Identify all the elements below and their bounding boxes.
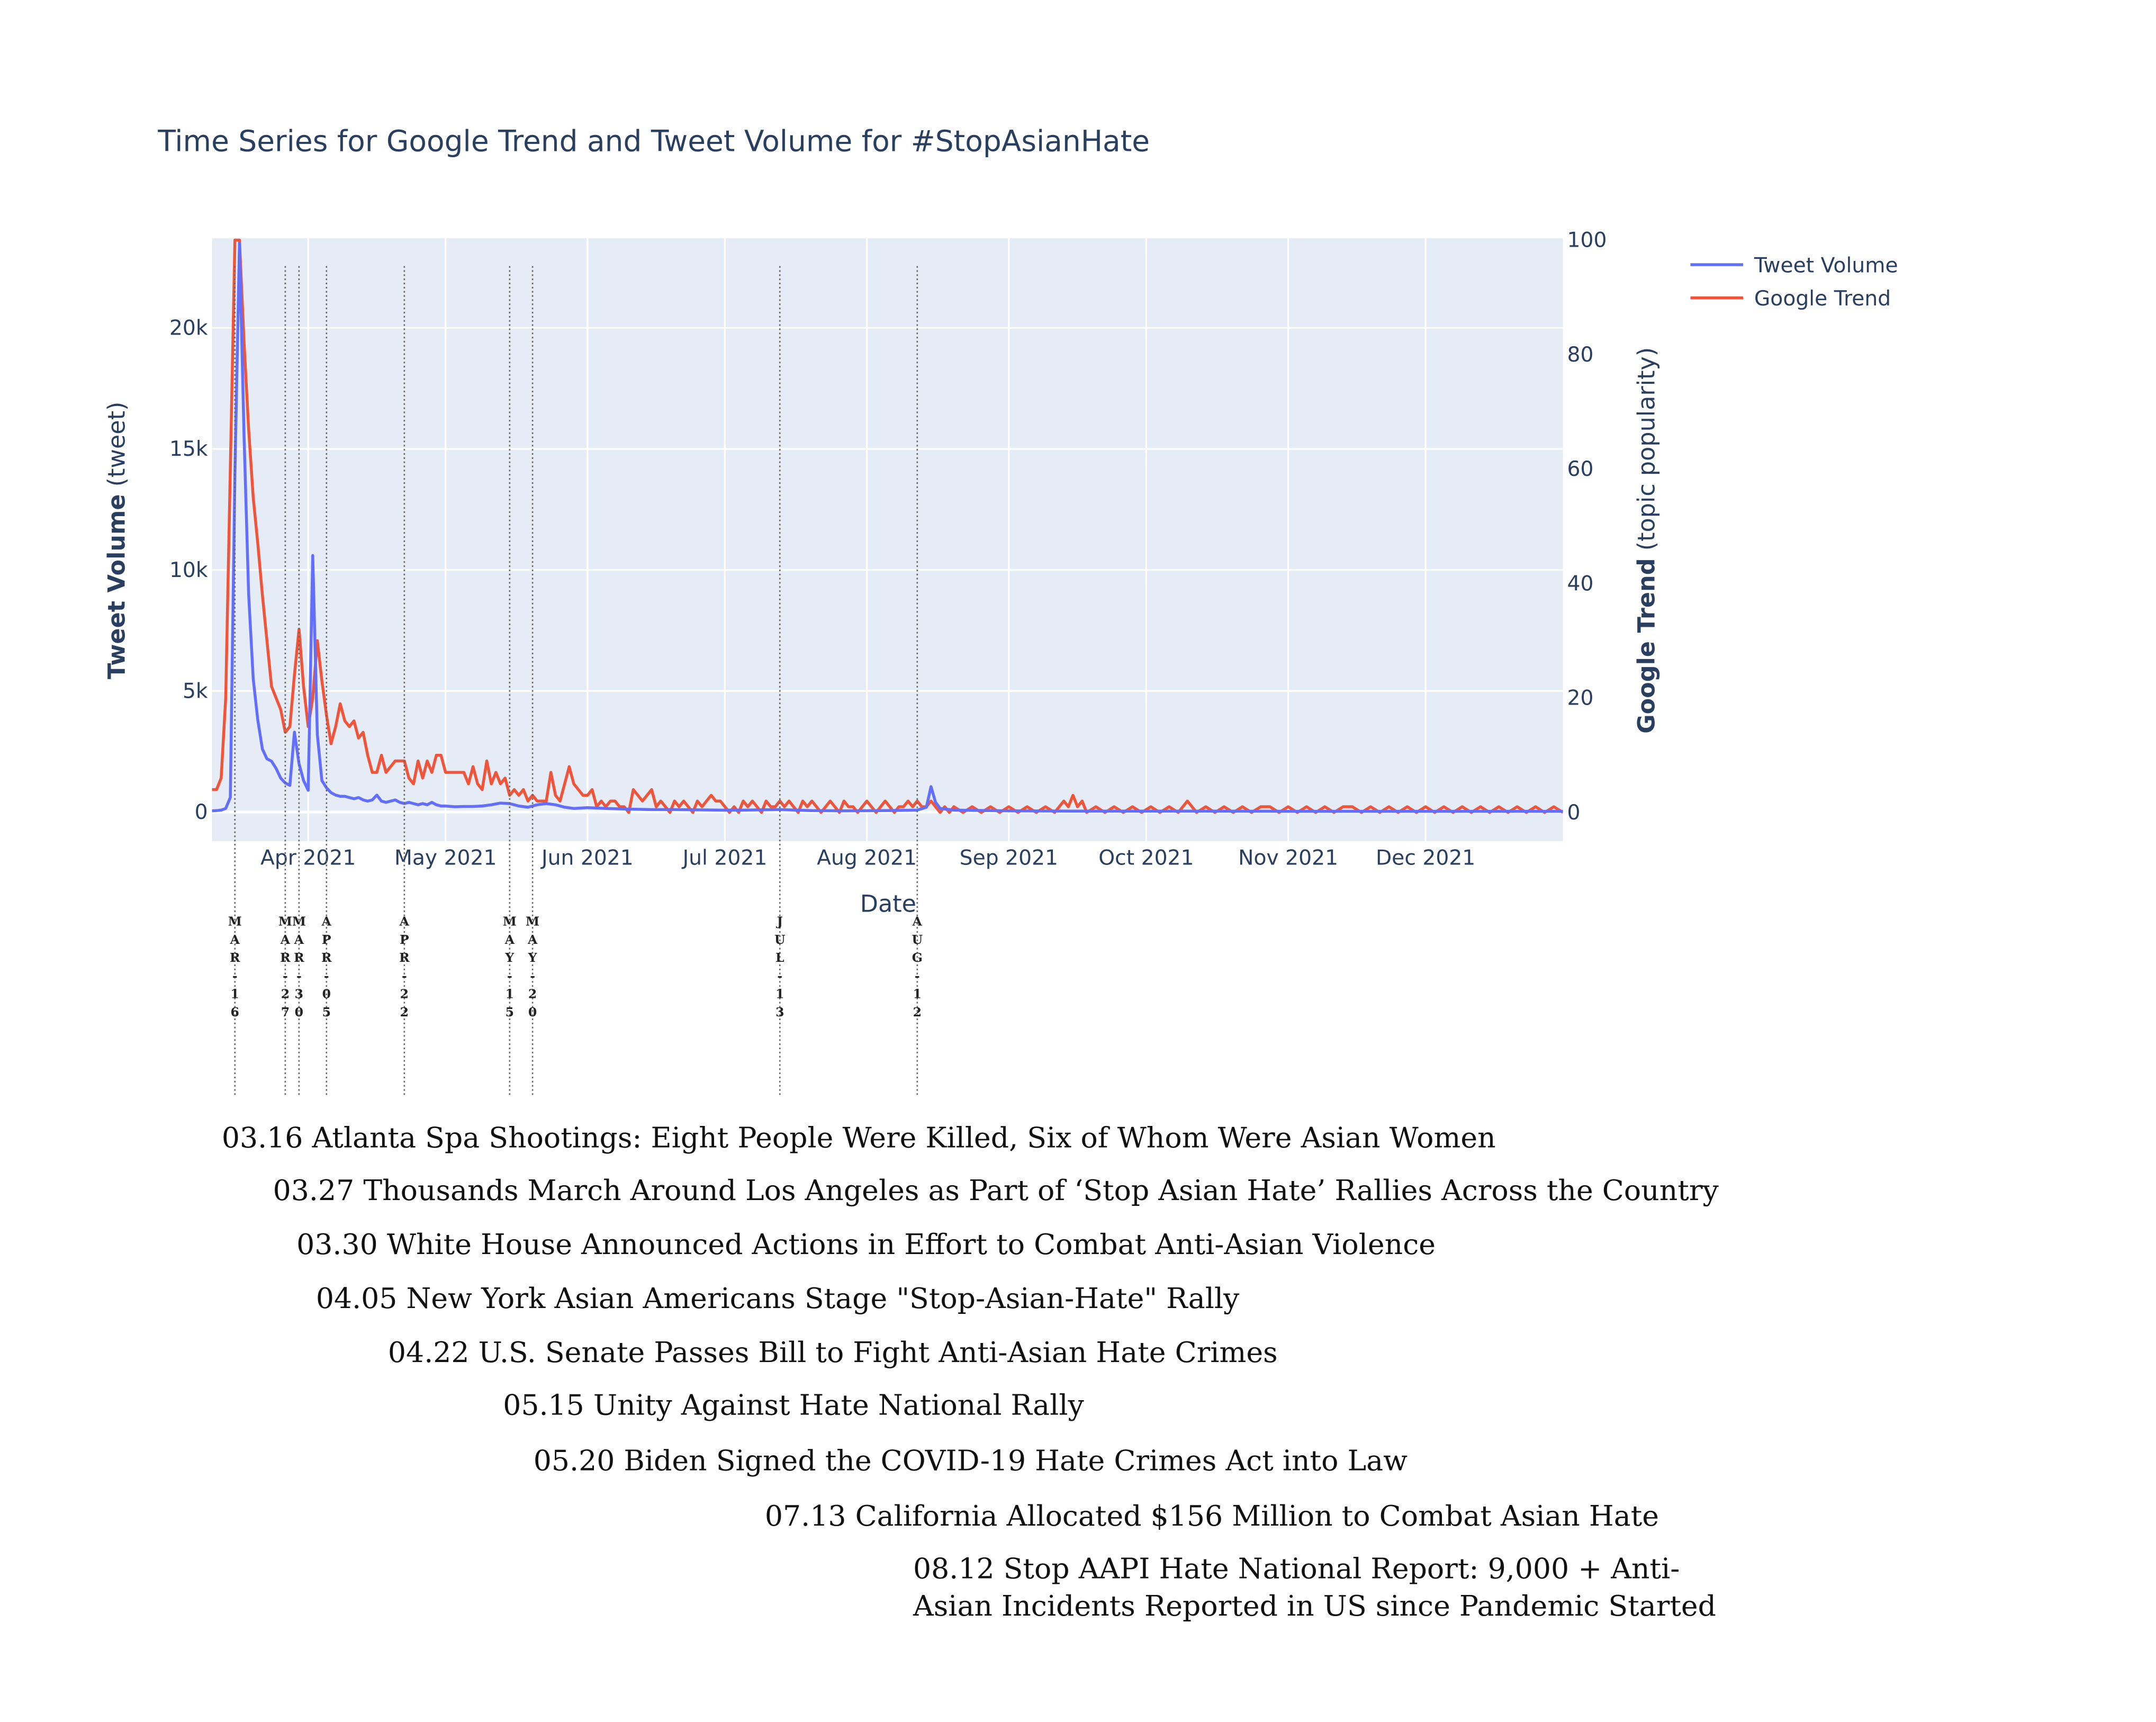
x-tick-label: Jul 2021 [681, 846, 768, 870]
y-right-axis-title-bold: Google Trend [1633, 558, 1660, 733]
y-left-axis-title: Tweet Volume (tweet) [104, 402, 131, 680]
event-marker-label: M A Y -1 5 [503, 914, 517, 1020]
event-marker-label: M A R -3 0 [292, 914, 306, 1020]
x-tick-label: Aug 2021 [817, 846, 917, 870]
event-annotation: 04.05 New York Asian Americans Stage "St… [316, 1282, 1240, 1315]
y-left-tick-label: 20k [169, 317, 208, 340]
y-right-axis-title: Google Trend (topic popularity) [1633, 347, 1660, 734]
event-marker-label: A P R -2 2 [399, 914, 410, 1020]
event-annotation: 05.15 Unity Against Hate National Rally [503, 1389, 1084, 1422]
event-marker-label: J U L -1 3 [774, 914, 786, 1020]
x-axis-title: Date [860, 890, 916, 917]
y-right-tick-label: 40 [1567, 572, 1594, 596]
y-right-axis-title-unit: (topic popularity) [1633, 347, 1660, 558]
x-tick-label: Dec 2021 [1376, 846, 1475, 870]
x-tick-label: Nov 2021 [1238, 846, 1338, 870]
event-marker-label: M A Y -2 0 [526, 914, 539, 1020]
event-marker-label: M A R -1 6 [228, 914, 242, 1020]
y-right-tick-label: 60 [1567, 457, 1594, 481]
event-annotation: 08.12 Stop AAPI Hate National Report: 9,… [913, 1552, 1716, 1622]
legend-label: Google Trend [1754, 287, 1891, 311]
event-annotation: 03.16 Atlanta Spa Shootings: Eight Peopl… [222, 1121, 1496, 1154]
y-left-axis-title-bold: Tweet Volume [104, 494, 131, 679]
event-annotation: 03.30 White House Announced Actions in E… [296, 1228, 1436, 1261]
event-marker-label: A U G -1 2 [912, 914, 923, 1020]
x-tick-label: May 2021 [394, 846, 497, 870]
x-tick-label: Apr 2021 [260, 846, 356, 870]
y-left-axis-title-unit: (tweet) [104, 402, 131, 494]
y-right-tick-label: 100 [1567, 229, 1607, 253]
chart-title: Time Series for Google Trend and Tweet V… [157, 124, 1150, 158]
y-left-axis-title-group: Tweet Volume (tweet) [104, 402, 131, 680]
series-line-google-trend [212, 238, 1563, 814]
y-right-tick-label: 80 [1567, 343, 1594, 367]
event-annotation: 07.13 California Allocated $156 Million … [765, 1499, 1659, 1532]
x-tick-label: Jun 2021 [540, 846, 634, 870]
x-tick-label: Sep 2021 [960, 846, 1058, 870]
series-line-tweet-volume [212, 241, 1563, 813]
y-left-tick-label: 0 [195, 800, 208, 824]
event-annotation: 03.27 Thousands March Around Los Angeles… [273, 1174, 1719, 1207]
event-annotation: 05.20 Biden Signed the COVID-19 Hate Cri… [534, 1444, 1408, 1477]
event-marker-label: M A R -2 7 [278, 914, 292, 1020]
legend-label: Tweet Volume [1754, 254, 1898, 277]
event-annotation: 04.22 U.S. Senate Passes Bill to Fight A… [388, 1336, 1278, 1369]
y-left-tick-label: 5k [183, 679, 208, 703]
y-right-tick-label: 20 [1567, 687, 1594, 710]
plot-area [212, 238, 1563, 841]
event-marker-label: A P R -0 5 [321, 914, 332, 1020]
y-left-tick-label: 10k [169, 558, 208, 582]
y-right-axis-title-group: Google Trend (topic popularity) [1633, 347, 1660, 734]
y-left-tick-label: 15k [169, 437, 208, 461]
y-right-tick-label: 0 [1567, 801, 1581, 825]
x-tick-label: Oct 2021 [1098, 846, 1194, 870]
